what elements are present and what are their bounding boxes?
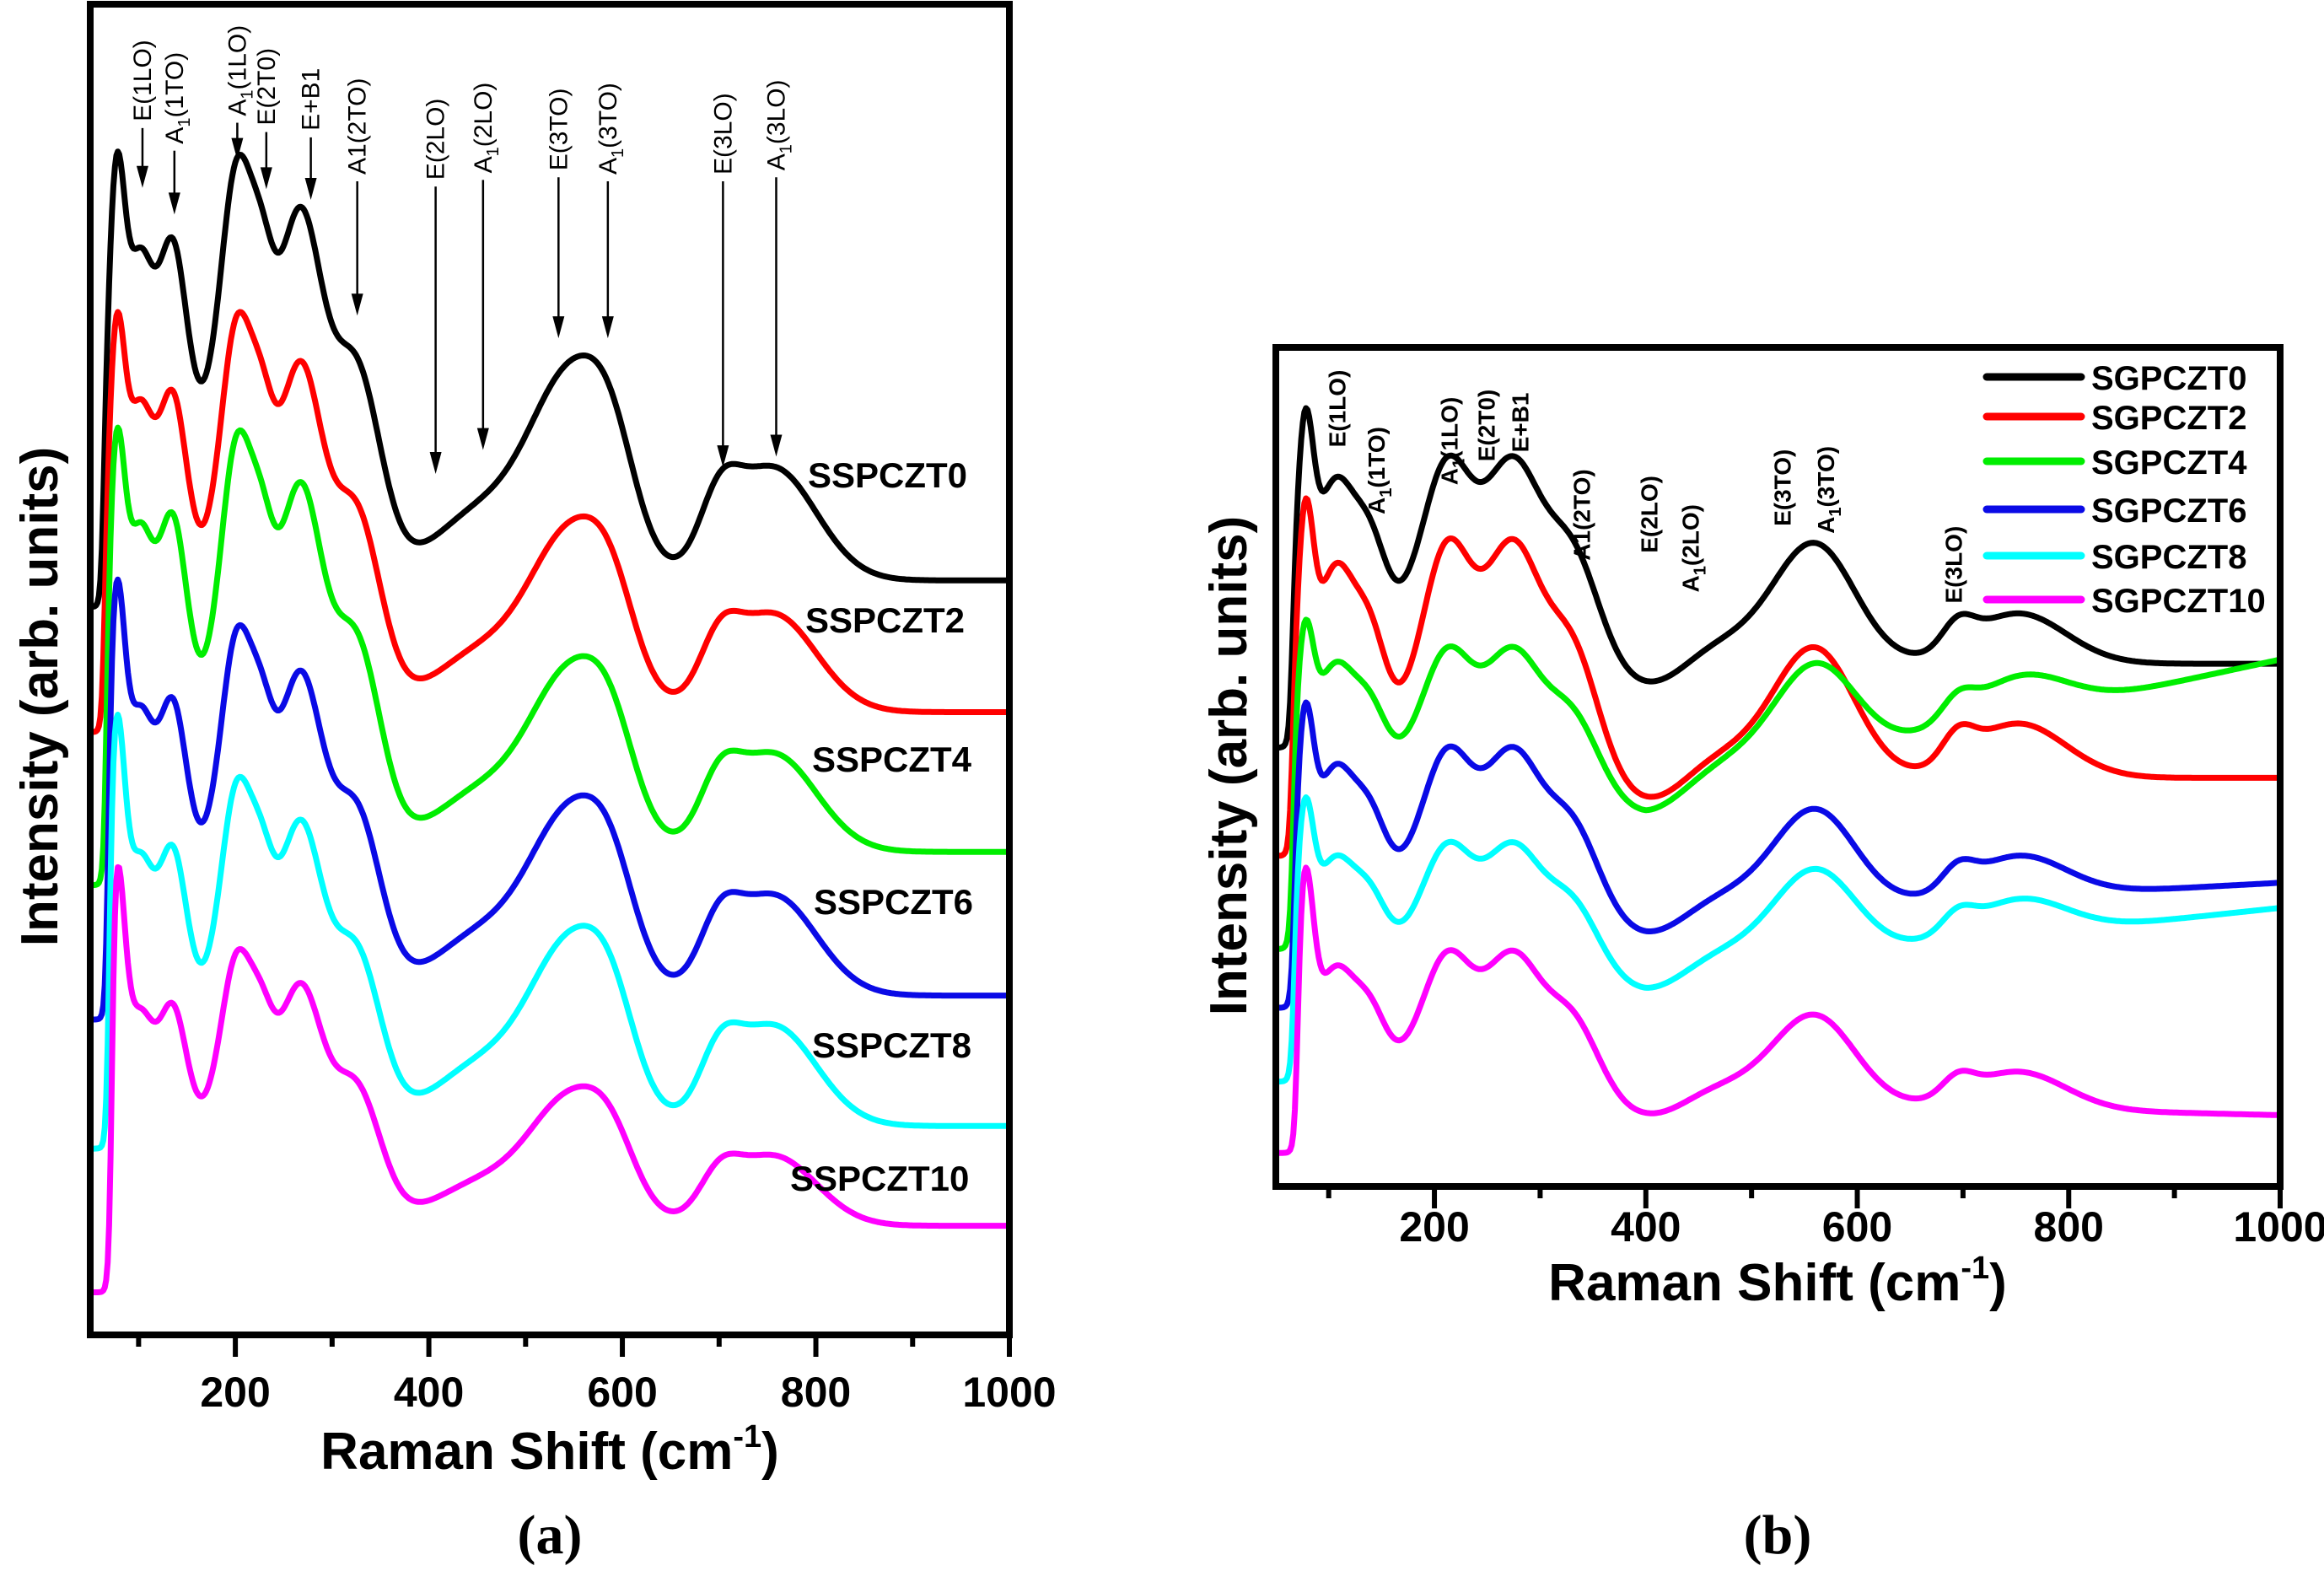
panel-b-x-axis-title: Raman Shift (cm-1)	[1548, 1251, 2007, 1312]
panel-a: E(1LO)A1(1TO) A1(1LO)E(2T0) E+B1 A1(2TO) E(2…	[11, 1, 1057, 1566]
arrow-down-icon	[601, 316, 614, 339]
mode-annotation-label: E+B1	[298, 68, 325, 131]
x-tick-label: 800	[2034, 1203, 2104, 1251]
x-tick-label: 800	[781, 1369, 851, 1416]
panel-a-curves	[87, 148, 1012, 1295]
x-tick-label: 600	[587, 1369, 657, 1416]
series-label-sspczt0: SSPCZT0	[808, 455, 967, 495]
series-line-sspczt6	[87, 576, 1012, 1023]
panel-b-label: (b)	[1744, 1504, 1812, 1566]
legend-label-sgpczt8: SGPCZT8	[2091, 539, 2246, 576]
series-line-sspczt10	[87, 864, 1012, 1295]
panel-a-x-ticks: 200 400 600 800 1000	[136, 1335, 1057, 1416]
arrow-down-icon	[260, 167, 272, 190]
arrow-down-icon	[717, 445, 729, 468]
mode-annotation-label: E(3LO)	[709, 93, 737, 175]
legend-label-sgpczt0: SGPCZT0	[2091, 360, 2246, 397]
mode-annotation-label: E+B1	[1508, 393, 1534, 453]
x-tick-label: 1000	[2233, 1203, 2324, 1251]
arrow-down-icon	[429, 452, 442, 475]
panel-b: E(1LO) A1(1TO) A1(1LO) E(2T0) E+B1 A1(2TO) E(2…	[1200, 344, 2324, 1566]
arrow-down-icon	[351, 293, 363, 316]
panel-a-plot-frame	[87, 1, 1013, 1338]
panel-a-y-axis-title: Intensity (arb. units)	[11, 447, 69, 946]
arrow-down-icon	[552, 316, 565, 339]
series-line-sgpczt8	[1272, 794, 2283, 1085]
series-line-sgpczt6	[1272, 699, 2283, 1011]
series-line-sgpczt0	[1272, 405, 2283, 751]
x-tick-label: 1000	[962, 1369, 1056, 1416]
series-line-sspczt2	[87, 309, 1012, 735]
mode-annotation-label: A1(3TO)	[594, 83, 627, 175]
panel-a-series-labels: SSPCZT0 SSPCZT2 SSPCZT4 SSPCZT6 SSPCZT8 SSPCZ…	[790, 455, 973, 1198]
x-tick-label: 200	[1399, 1203, 1469, 1251]
mode-annotation-label: E(3TO)	[1770, 449, 1796, 526]
mode-annotation-label: E(2LO)	[422, 99, 450, 180]
panel-a-label: (a)	[518, 1504, 583, 1566]
panel-b-x-ticks: 200 400 600 800 1000	[1326, 1186, 2324, 1251]
panel-b-annotations: E(1LO) A1(1TO) A1(1LO) E(2T0) E+B1 A1(2TO) E(2…	[1325, 370, 1967, 604]
mode-annotation-label: E(1LO)	[1325, 370, 1351, 448]
mode-annotation-label: A1(1LO)	[223, 25, 256, 116]
legend-label-sgpczt6: SGPCZT6	[2091, 492, 2246, 530]
mode-annotation-label: A1(1LO)	[1437, 397, 1469, 485]
arrow-down-icon	[136, 165, 148, 188]
mode-annotation-label: A1(2LO)	[470, 83, 503, 174]
series-line-sspczt4	[87, 424, 1012, 889]
mode-annotation-label: A1(3LO)	[763, 79, 796, 170]
mode-annotation-label: A1(1TO)	[161, 52, 194, 144]
mode-annotation-label: A1(2LO)	[1677, 504, 1709, 592]
mode-annotation-label: A1(2TO)	[1568, 469, 1595, 560]
x-tick-label: 600	[1822, 1203, 1892, 1251]
series-line-sgpczt2	[1272, 495, 2283, 859]
legend-label-sgpczt10: SGPCZT10	[2091, 583, 2266, 620]
series-line-sgpczt4	[1272, 616, 2283, 952]
x-tick-label: 200	[200, 1369, 270, 1416]
panel-a-x-axis-title: Raman Shift (cm-1)	[320, 1419, 779, 1481]
panel-b-plot-frame	[1272, 344, 2284, 1190]
series-line-sspczt0	[87, 148, 1012, 611]
series-line-sgpczt10	[1272, 864, 2283, 1156]
panel-a-annotations: E(1LO)A1(1TO) A1(1LO)E(2T0) E+B1 A1(2TO) E(2…	[129, 25, 796, 475]
mode-annotation-label: E(2T0)	[1474, 390, 1500, 462]
mode-annotation-label: E(1LO)	[129, 40, 157, 121]
arrow-down-icon	[168, 192, 180, 215]
mode-annotation-label: A1(1TO)	[1364, 427, 1396, 514]
arrow-down-icon	[231, 137, 244, 160]
series-label-sspczt8: SSPCZT8	[812, 1025, 971, 1065]
series-label-sspczt6: SSPCZT6	[814, 882, 973, 922]
series-line-sspczt8	[87, 712, 1012, 1152]
mode-annotation-label: E(3TO)	[545, 88, 573, 170]
legend-label-sgpczt4: SGPCZT4	[2091, 444, 2247, 482]
x-tick-label: 400	[394, 1369, 464, 1416]
mode-annotation-label: A1(2TO)	[344, 78, 372, 175]
arrow-down-icon	[476, 428, 489, 450]
x-tick-label: 400	[1611, 1203, 1681, 1251]
series-label-sspczt2: SSPCZT2	[805, 600, 965, 640]
arrow-down-icon	[304, 177, 317, 200]
mode-annotation-label: E(2T0)	[253, 48, 281, 126]
mode-annotation-label: E(2LO)	[1637, 476, 1663, 553]
mode-annotation-label: E(3LO)	[1941, 526, 1967, 604]
series-label-sspczt10: SSPCZT10	[790, 1159, 969, 1198]
panel-b-y-axis-title: Intensity (arb. units)	[1200, 516, 1258, 1015]
series-label-sspczt4: SSPCZT4	[812, 740, 972, 779]
panel-b-curves	[1272, 405, 2283, 1156]
legend-label-sgpczt2: SGPCZT2	[2091, 400, 2246, 437]
mode-annotation-label: A1(3TO)	[1813, 446, 1845, 534]
arrow-down-icon	[770, 434, 783, 457]
